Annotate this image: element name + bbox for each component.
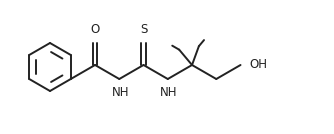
Text: NH: NH	[112, 86, 129, 99]
Text: O: O	[91, 23, 100, 36]
Text: NH: NH	[160, 86, 178, 99]
Text: S: S	[140, 23, 147, 36]
Text: OH: OH	[249, 59, 268, 72]
